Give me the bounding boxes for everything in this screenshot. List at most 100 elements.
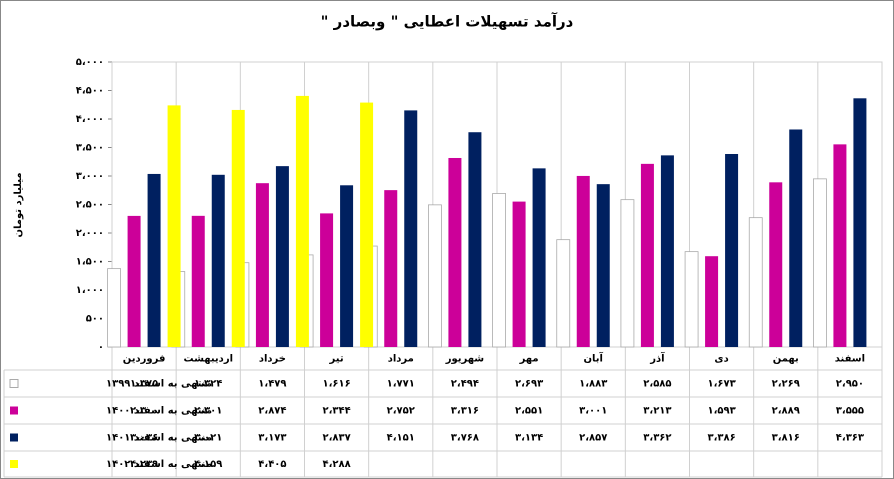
bar [532, 168, 546, 347]
x-tick-label: اسفند [835, 354, 865, 365]
bar [255, 183, 269, 347]
data-label: ۲،۵۵۱ [515, 406, 543, 417]
bar [833, 144, 847, 347]
y-tick-label: ۴،۵۰۰ [76, 86, 104, 97]
y-tick-label: ۲،۵۰۰ [76, 200, 104, 211]
bar [320, 213, 334, 347]
data-label: ۴،۳۶۳ [836, 433, 864, 444]
data-label: ۴،۱۵۱ [387, 433, 415, 444]
bar [576, 175, 590, 347]
data-label: ۴،۴۰۵ [258, 459, 286, 470]
bar [492, 193, 506, 348]
y-tick-label: ۲،۰۰۰ [76, 228, 104, 239]
bar [167, 105, 181, 347]
data-label: ۳،۵۵۵ [836, 406, 864, 417]
data-label: ۳،۳۱۶ [451, 406, 479, 417]
data-label: ۳،۰۰۱ [579, 406, 607, 417]
data-label: ۱،۵۹۳ [707, 406, 735, 417]
data-label: ۱،۳۲۴ [194, 379, 222, 390]
data-label: ۲،۸۵۷ [579, 433, 607, 444]
bar [295, 95, 309, 347]
y-tick-label: ۱،۰۰۰ [76, 285, 104, 296]
legend-label: منتهی به اسفند ۱۴۰۰ [106, 406, 212, 417]
x-tick-label: خرداد [259, 354, 286, 365]
bar [725, 153, 739, 347]
data-label: ۱،۶۱۶ [322, 379, 350, 390]
bar [231, 109, 245, 347]
data-label: ۲،۸۸۹ [772, 406, 800, 417]
legend-swatch [10, 433, 18, 442]
bar [107, 268, 121, 348]
bar [556, 239, 571, 348]
x-tick-label: دی [714, 354, 728, 365]
bar [468, 132, 482, 347]
data-label: ۳،۳۶۲ [643, 433, 671, 444]
data-label: ۳،۱۳۴ [515, 433, 543, 444]
bar [640, 163, 654, 347]
data-label: ۳،۸۱۶ [772, 433, 800, 444]
bar [404, 110, 418, 347]
data-label: ۱،۴۷۹ [258, 379, 286, 390]
bar [127, 215, 141, 347]
y-tick-label: ۵۰۰ [86, 314, 104, 325]
bar [789, 129, 803, 347]
x-tick-label: آذر [649, 352, 665, 365]
data-label: ۱،۷۷۱ [387, 379, 415, 390]
data-label: ۳،۱۷۳ [258, 433, 286, 444]
bar [211, 174, 225, 347]
bar [428, 204, 442, 348]
y-tick-label: ۳،۵۰۰ [76, 143, 104, 154]
legend-swatch [10, 460, 18, 468]
chart-title: درآمد تسهیلات اعطایی " وبصادر " [321, 13, 574, 31]
bar [448, 157, 462, 347]
legend-label: منتهی به اسفند ۱۳۹۹ [106, 379, 212, 390]
bar [147, 173, 161, 347]
y-axis-label: میلیارد تومان [13, 172, 24, 237]
x-tick-label: مهر [519, 354, 539, 365]
data-label: ۴،۱۵۹ [194, 459, 222, 470]
bar [769, 182, 783, 347]
legend-swatch [9, 379, 19, 388]
data-label: ۴،۲۸۸ [322, 459, 350, 470]
legend-label: منتهی به اسفند ۱۴۰۱ [106, 433, 212, 444]
data-label: ۳،۳۸۶ [707, 433, 735, 444]
data-label: ۲،۴۹۴ [451, 379, 479, 390]
data-label: ۲،۳۴۴ [322, 406, 350, 417]
bar [853, 98, 867, 348]
bar [191, 215, 205, 347]
bar [660, 155, 674, 347]
bar [813, 178, 827, 348]
x-tick-label: تیر [329, 354, 344, 365]
bar [384, 190, 398, 347]
bar [620, 199, 635, 348]
y-tick-label: ۱،۵۰۰ [76, 257, 104, 268]
data-label: ۲،۳۰۰ [130, 406, 158, 417]
y-tick-label: ۳،۰۰۰ [76, 171, 104, 182]
x-tick-label: مرداد [388, 354, 414, 365]
data-label: ۱،۳۷۵ [130, 379, 158, 390]
y-tick-label: ۴،۰۰۰ [76, 114, 104, 125]
data-label: ۴،۲۳۹ [130, 459, 158, 470]
y-tick-label: ۰ [98, 342, 104, 353]
bar [340, 185, 354, 347]
data-label: ۳،۰۳۶ [130, 433, 158, 444]
data-label: ۱،۶۷۳ [707, 379, 735, 390]
data-label: ۲،۳۰۱ [194, 406, 222, 417]
bar [748, 217, 763, 348]
data-label: ۳،۰۲۱ [194, 433, 222, 444]
legend-swatch [10, 406, 18, 415]
data-label: ۳،۷۶۸ [451, 433, 479, 444]
bar [512, 201, 526, 347]
data-label: ۲،۲۶۹ [772, 379, 800, 390]
bar [275, 166, 289, 347]
data-label: ۲،۹۵۰ [836, 379, 864, 390]
bar [684, 251, 699, 348]
data-label: ۳،۲۱۳ [643, 406, 671, 417]
x-tick-label: شهریور [445, 354, 485, 365]
y-tick-label: ۵،۰۰۰ [76, 57, 104, 68]
x-tick-label: بهمن [773, 354, 799, 365]
data-label: ۱،۸۸۳ [579, 379, 607, 390]
x-tick-label: فروردین [123, 354, 166, 365]
legend-label: منتهی به اسفند ۱۴۰۲ [106, 459, 212, 470]
